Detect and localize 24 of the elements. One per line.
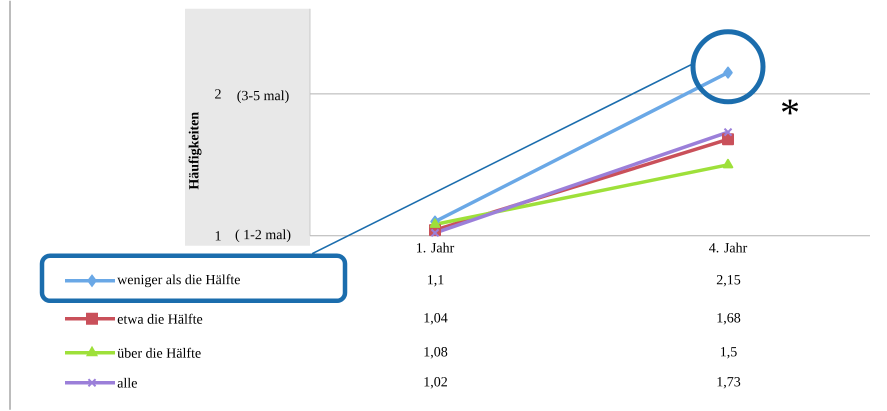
y-axis-title: Häufigkeiten bbox=[188, 112, 202, 190]
y-tick-label: 1 bbox=[216, 231, 221, 241]
point bbox=[723, 66, 733, 79]
point bbox=[723, 128, 733, 137]
legend-label: alle bbox=[118, 378, 137, 388]
text: (3-5 mal) bbox=[237, 90, 289, 104]
legend-label: weniger als die Hälfte bbox=[117, 274, 240, 288]
point bbox=[722, 134, 734, 146]
data-label: 1,1 bbox=[428, 275, 444, 287]
data-label: 1,02 bbox=[424, 377, 447, 389]
data-label: 1,73 bbox=[717, 377, 740, 389]
x-tick-label: 4. Jahr bbox=[709, 242, 748, 253]
text: ( 1-2 mal) bbox=[236, 230, 290, 242]
y-tick-label: 2 bbox=[215, 89, 221, 99]
data-label: 1,08 bbox=[424, 347, 448, 359]
data-label: 1,68 bbox=[717, 313, 740, 325]
x-tick-label: 1. Jahr bbox=[417, 242, 454, 253]
point bbox=[430, 228, 440, 238]
data-label: 1,5 bbox=[720, 347, 737, 359]
annotation: * bbox=[782, 100, 798, 115]
data-label: 2,15 bbox=[716, 275, 740, 287]
data-label: 1,04 bbox=[424, 313, 448, 325]
legend-label: über die Hälfte bbox=[117, 348, 201, 358]
legend-label: etwa die Hälfte bbox=[118, 314, 202, 324]
